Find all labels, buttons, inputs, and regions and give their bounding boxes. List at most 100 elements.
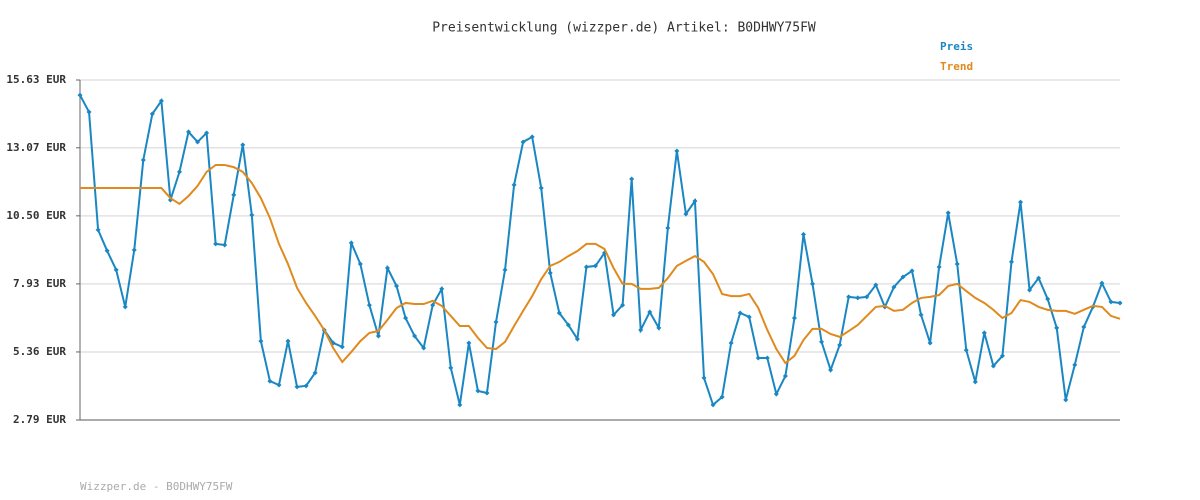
point-marker (656, 325, 662, 331)
point-marker (683, 211, 689, 217)
y-tick-label: 10.50 EUR (6, 209, 66, 222)
point-marker (339, 344, 345, 350)
point-marker (303, 383, 309, 389)
point-marker (475, 388, 481, 394)
point-marker (1054, 325, 1060, 331)
point-marker (1018, 199, 1024, 205)
point-marker (529, 134, 535, 140)
chart-title: Preisentwicklung (wizzper.de) Artikel: B… (432, 21, 816, 36)
point-marker (439, 286, 445, 292)
legend-label: Preis (940, 40, 973, 53)
y-tick-label: 15.63 EUR (6, 73, 66, 86)
point-marker (800, 231, 806, 237)
point-marker (484, 390, 490, 396)
point-marker (348, 240, 354, 246)
point-marker (927, 340, 933, 346)
y-tick-label: 13.07 EUR (6, 141, 66, 154)
point-marker (764, 355, 770, 361)
point-marker (620, 302, 626, 308)
point-marker (384, 265, 390, 271)
point-marker (520, 139, 526, 145)
point-marker (918, 312, 924, 318)
point-marker (810, 281, 816, 287)
point-marker (900, 274, 906, 280)
point-marker (728, 340, 734, 346)
point-marker (276, 382, 282, 388)
point-marker (574, 336, 580, 342)
point-marker (547, 270, 553, 276)
point-marker (430, 302, 436, 308)
footer: Wizzper.de - B0DHWY75FW (80, 480, 233, 493)
series-line (80, 164, 1121, 365)
point-marker (999, 353, 1005, 359)
point-marker (710, 402, 716, 408)
point-marker (665, 225, 671, 231)
point-marker (828, 367, 834, 373)
point-marker (1072, 362, 1078, 368)
point-marker (240, 142, 246, 148)
point-marker (294, 384, 300, 390)
point-marker (122, 304, 128, 310)
point-marker (394, 283, 400, 289)
point-marker (583, 264, 589, 270)
point-marker (1081, 324, 1087, 330)
point-marker (837, 342, 843, 348)
point-marker (701, 375, 707, 381)
point-marker (1027, 287, 1033, 293)
point-marker (846, 294, 852, 300)
point-marker (719, 394, 725, 400)
point-marker (954, 261, 960, 267)
point-marker (611, 312, 617, 318)
point-marker (421, 345, 427, 351)
point-marker (891, 284, 897, 290)
point-marker (1036, 275, 1042, 281)
point-marker (366, 302, 372, 308)
point-marker (773, 391, 779, 397)
point-marker (746, 314, 752, 320)
point-marker (104, 248, 110, 254)
point-marker (1008, 259, 1014, 265)
point-marker (755, 355, 761, 361)
point-marker (819, 339, 825, 345)
point-marker (538, 185, 544, 191)
point-marker (231, 192, 237, 198)
point-marker (638, 327, 644, 333)
point-marker (213, 241, 219, 247)
point-marker (448, 365, 454, 371)
point-marker (131, 247, 137, 253)
point-marker (647, 309, 653, 315)
point-marker (95, 227, 101, 233)
point-marker (945, 210, 951, 216)
y-tick-label: 5.36 EUR (13, 345, 66, 358)
point-marker (855, 295, 861, 301)
point-marker (936, 264, 942, 270)
point-marker (864, 294, 870, 300)
point-marker (493, 319, 499, 325)
series-line (79, 94, 1121, 407)
point-marker (312, 370, 318, 376)
point-marker (565, 322, 571, 328)
point-marker (502, 267, 508, 273)
point-marker (629, 176, 635, 182)
point-marker (195, 139, 201, 145)
point-marker (357, 261, 363, 267)
point-marker (909, 268, 915, 274)
point-marker (204, 130, 210, 136)
point-marker (972, 379, 978, 385)
point-marker (176, 169, 182, 175)
point-marker (375, 333, 381, 339)
point-marker (1045, 296, 1051, 302)
point-marker (258, 338, 264, 344)
point-marker (692, 198, 698, 204)
point-marker (674, 148, 680, 154)
point-marker (86, 109, 92, 115)
point-marker (737, 310, 743, 316)
point-marker (113, 267, 119, 273)
point-marker (77, 92, 83, 98)
y-tick-label: 7.93 EUR (13, 277, 66, 290)
point-marker (267, 378, 273, 384)
point-marker (511, 182, 517, 188)
point-marker (873, 282, 879, 288)
point-marker (592, 263, 598, 269)
